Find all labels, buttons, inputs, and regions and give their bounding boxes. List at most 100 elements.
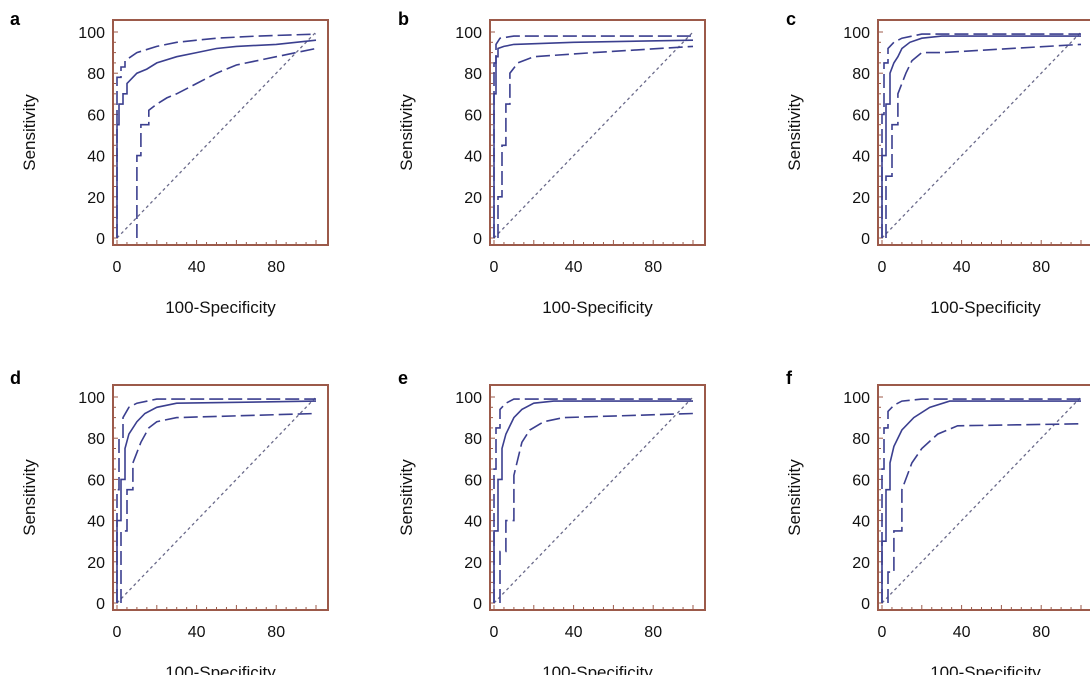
y-tick-label: 40 bbox=[464, 149, 482, 166]
plot-frame bbox=[877, 384, 1090, 611]
roc-curve-1 bbox=[881, 400, 1081, 603]
roc-curve-2 bbox=[116, 33, 317, 238]
x-axis-title: 100-Specificity bbox=[542, 298, 653, 317]
y-tick-label: 0 bbox=[473, 231, 482, 248]
reference-diagonal bbox=[116, 31, 317, 239]
y-tick-label: 20 bbox=[87, 190, 105, 207]
y-tick-label: 100 bbox=[78, 25, 105, 42]
roc-curve-3 bbox=[136, 47, 317, 238]
y-tick-label: 0 bbox=[861, 231, 870, 248]
x-tick-label: 0 bbox=[490, 259, 499, 276]
reference-diagonal bbox=[881, 31, 1082, 239]
panel-letter: e bbox=[398, 368, 408, 388]
panel-c: c 0 20 40 60 80 100 0 40 80 100-Specificity Sensiti… bbox=[785, 9, 1090, 317]
y-tick-label: 60 bbox=[464, 472, 482, 489]
plot-frame bbox=[489, 384, 706, 611]
roc-curve-3 bbox=[120, 412, 317, 603]
panel-b: b 0 20 40 60 80 100 0 40 80 100-Specificity Sensiti… bbox=[397, 9, 706, 317]
y-tick-label: 80 bbox=[464, 431, 482, 448]
x-axis-title: 100-Specificity bbox=[930, 663, 1041, 675]
reference-diagonal bbox=[493, 31, 694, 239]
roc-curve-3 bbox=[499, 412, 694, 603]
panel-letter: f bbox=[786, 368, 793, 388]
x-tick-label: 80 bbox=[644, 624, 662, 641]
y-tick-label: 80 bbox=[852, 431, 870, 448]
x-axis-title: 100-Specificity bbox=[930, 298, 1041, 317]
plot-frame bbox=[877, 19, 1090, 246]
roc-curve-1 bbox=[116, 400, 317, 603]
x-tick-label: 0 bbox=[113, 624, 122, 641]
y-tick-label: 0 bbox=[473, 596, 482, 613]
y-tick-label: 100 bbox=[455, 390, 482, 407]
roc-curve-3 bbox=[887, 423, 1082, 603]
panel-e: e 0 20 40 60 80 100 0 40 80 100-Specificity Sensiti… bbox=[397, 368, 706, 675]
reference-diagonal bbox=[116, 396, 317, 604]
x-tick-label: 40 bbox=[188, 624, 206, 641]
y-axis-title: Sensitivity bbox=[785, 459, 804, 536]
x-tick-label: 40 bbox=[565, 259, 583, 276]
y-tick-label: 20 bbox=[464, 555, 482, 572]
y-tick-label: 20 bbox=[852, 190, 870, 207]
roc-curve-3 bbox=[885, 43, 1082, 238]
x-tick-label: 80 bbox=[267, 259, 285, 276]
roc-curve-2 bbox=[116, 398, 316, 603]
roc-curve-2 bbox=[881, 398, 1081, 603]
roc-curve-2 bbox=[881, 33, 1081, 238]
plot-frame bbox=[489, 19, 706, 246]
y-axis-title: Sensitivity bbox=[397, 94, 416, 171]
roc-curve-2 bbox=[493, 398, 693, 603]
reference-diagonal bbox=[881, 396, 1082, 604]
y-tick-label: 80 bbox=[464, 66, 482, 83]
x-tick-label: 80 bbox=[267, 624, 285, 641]
x-tick-label: 40 bbox=[953, 624, 971, 641]
y-axis-title: Sensitivity bbox=[785, 94, 804, 171]
x-axis-title: 100-Specificity bbox=[165, 298, 276, 317]
y-tick-label: 80 bbox=[87, 66, 105, 83]
x-tick-label: 0 bbox=[878, 624, 887, 641]
panel-letter: d bbox=[10, 368, 21, 388]
y-tick-label: 60 bbox=[852, 472, 870, 489]
y-tick-label: 80 bbox=[852, 66, 870, 83]
panel-f: f 0 20 40 60 80 100 0 40 80 100-Specificity Sensiti… bbox=[785, 368, 1090, 675]
y-tick-label: 40 bbox=[87, 149, 105, 166]
y-axis-title: Sensitivity bbox=[397, 459, 416, 536]
x-tick-label: 0 bbox=[113, 259, 122, 276]
y-axis-title: Sensitivity bbox=[20, 459, 39, 536]
y-tick-label: 40 bbox=[464, 514, 482, 531]
x-axis-title: 100-Specificity bbox=[542, 663, 653, 675]
roc-curve-1 bbox=[493, 400, 693, 603]
y-tick-label: 100 bbox=[455, 25, 482, 42]
y-tick-label: 40 bbox=[87, 514, 105, 531]
x-axis-title: 100-Specificity bbox=[165, 663, 276, 675]
plot-frame bbox=[112, 384, 329, 611]
panel-d: d 0 20 40 60 80 100 0 40 80 100-Specificity Sensiti… bbox=[10, 368, 329, 675]
y-tick-label: 100 bbox=[78, 390, 105, 407]
x-tick-label: 80 bbox=[1032, 259, 1050, 276]
panel-letter: c bbox=[786, 9, 796, 29]
x-tick-label: 0 bbox=[878, 259, 887, 276]
y-axis-title: Sensitivity bbox=[20, 94, 39, 171]
panel-a: a 0 20 40 60 80 100 0 40 80 100-Specificity Sensiti… bbox=[10, 9, 329, 317]
roc-curve-1 bbox=[116, 39, 317, 238]
roc-curve-1 bbox=[493, 39, 694, 238]
y-tick-label: 60 bbox=[87, 107, 105, 124]
panel-letter: b bbox=[398, 9, 409, 29]
roc-curve-1 bbox=[881, 35, 1081, 238]
roc-curve-3 bbox=[497, 45, 694, 238]
y-tick-label: 20 bbox=[87, 555, 105, 572]
y-tick-label: 80 bbox=[87, 431, 105, 448]
y-tick-label: 20 bbox=[464, 190, 482, 207]
y-tick-label: 100 bbox=[843, 25, 870, 42]
y-tick-label: 0 bbox=[861, 596, 870, 613]
y-tick-label: 100 bbox=[843, 390, 870, 407]
y-tick-label: 20 bbox=[852, 555, 870, 572]
reference-diagonal bbox=[493, 396, 694, 604]
x-tick-label: 40 bbox=[953, 259, 971, 276]
x-tick-label: 40 bbox=[565, 624, 583, 641]
y-tick-label: 60 bbox=[852, 107, 870, 124]
x-tick-label: 80 bbox=[644, 259, 662, 276]
y-tick-label: 40 bbox=[852, 149, 870, 166]
x-tick-label: 0 bbox=[490, 624, 499, 641]
roc-curve-2 bbox=[493, 35, 693, 238]
